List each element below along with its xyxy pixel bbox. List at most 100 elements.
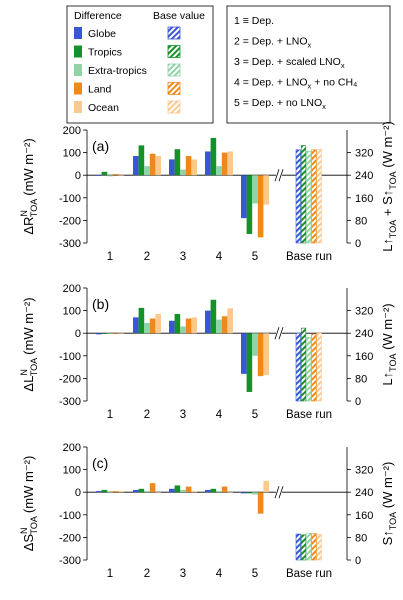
legend-series-frame — [66, 5, 214, 124]
x-tick-label: 2 — [144, 568, 150, 580]
x-tick-label: 1 — [107, 409, 113, 421]
y-label-sup: N — [19, 527, 29, 534]
bar-base-run-0 — [295, 533, 301, 561]
panel-label: (b) — [92, 296, 109, 312]
bar-extra-tropics-run-3 — [180, 169, 186, 176]
x-tick-label-base: Base run — [286, 568, 332, 580]
bar-tropics-run-3 — [174, 485, 181, 493]
bar-ocean-run-5 — [263, 480, 269, 493]
legend-run-text: 5 = Dep. + no LNO — [234, 97, 322, 109]
bar-ocean-run-1 — [118, 175, 124, 176]
bar-extra-tropics-run-2 — [144, 166, 150, 176]
y-axis-label-left: ΔSNTOA (mW m⁻²) — [19, 456, 39, 552]
bar-tropics-run-3 — [174, 149, 181, 176]
y-tick-label-right: 320 — [355, 306, 373, 318]
y-tick-label-left: 0 — [75, 328, 81, 340]
bar-land-run-2 — [149, 153, 156, 176]
bar-globe-run-5 — [241, 333, 247, 374]
legend-swatch-3 — [74, 82, 82, 95]
axis-break-mark — [274, 486, 280, 499]
y-label-right-sub: TOA — [388, 220, 398, 238]
bar-globe-run-5 — [241, 492, 247, 494]
y-tick-label-left: -100 — [59, 193, 81, 205]
y-tick-label-right: 80 — [355, 373, 367, 385]
y-tick-label-left: -200 — [59, 373, 81, 385]
y-label-sup: N — [19, 210, 29, 217]
y-label-right-sub2: TOA — [388, 171, 398, 189]
bar-globe-run-1 — [96, 333, 102, 335]
bar-extra-tropics-run-5 — [252, 175, 258, 204]
axis-break-mark — [274, 327, 280, 340]
bar-extra-tropics-run-1 — [107, 333, 113, 334]
bar-tropics-run-5 — [246, 175, 253, 234]
bar-globe-run-3 — [169, 320, 175, 334]
legend-label-3: Land — [88, 84, 112, 96]
bar-globe-run-4 — [205, 310, 211, 334]
legend-base-swatch-3 — [167, 82, 181, 95]
bar-base-run-2 — [306, 337, 312, 402]
bar-extra-tropics-run-4 — [216, 319, 222, 334]
y-label-unit: (mW m⁻²) — [21, 138, 36, 195]
bar-tropics-run-1 — [101, 489, 108, 493]
bar-ocean-run-5 — [263, 175, 269, 205]
y-label-main: ΔS — [21, 534, 36, 552]
bar-globe-run-3 — [169, 488, 175, 493]
legend-run-5: 5 = Dep. + no LNOx — [234, 97, 326, 111]
bar-globe-run-2 — [133, 489, 139, 493]
bar-tropics-run-4 — [210, 137, 217, 176]
y-axis-label-left: ΔLNTOA (mW m⁻²) — [19, 297, 39, 391]
bar-land-run-5 — [257, 333, 264, 377]
y-tick-label-left: -300 — [59, 396, 81, 408]
bar-tropics-run-4 — [210, 299, 217, 334]
legend-run-4: 4 = Dep. + LNOx + no CH₄ — [234, 77, 357, 91]
bar-ocean-run-2 — [155, 313, 161, 334]
x-tick-label: 5 — [252, 409, 258, 421]
bar-ocean-run-3 — [191, 491, 197, 493]
bar-ocean-run-3 — [191, 159, 197, 176]
legend-run-text: 3 = Dep. + scaled LNO — [234, 56, 341, 68]
axis-break-mark — [278, 486, 284, 499]
y-tick-label-right: 80 — [355, 532, 367, 544]
bar-land-run-1 — [112, 174, 119, 176]
bar-base-run-0 — [295, 332, 301, 402]
x-tick-label: 4 — [216, 251, 223, 263]
bar-land-run-1 — [112, 333, 119, 334]
bar-ocean-run-4 — [227, 492, 233, 493]
y-tick-label-right: 240 — [355, 328, 373, 340]
bar-extra-tropics-run-2 — [144, 323, 150, 334]
y-tick-label-right: 240 — [355, 170, 373, 182]
legend-base-swatch-4 — [167, 100, 181, 114]
bar-land-run-3 — [185, 486, 192, 493]
legend-swatch-4 — [74, 101, 82, 113]
y-tick-label-left: 200 — [63, 442, 81, 454]
legend-run-text: 2 = Dep. + LNO — [234, 36, 308, 48]
y-tick-label-left: -100 — [59, 510, 81, 522]
y-tick-label-left: 100 — [63, 306, 81, 318]
legend-run-sub: x — [341, 61, 345, 70]
bar-globe-run-5 — [241, 175, 247, 219]
y-tick-label-left: -300 — [59, 555, 81, 567]
y-label-right-sub: TOA — [388, 512, 398, 530]
bar-globe-run-1 — [96, 175, 102, 176]
y-label-right-main: L↑ — [380, 372, 395, 386]
bar-ocean-run-1 — [118, 491, 124, 493]
x-tick-label-base: Base run — [286, 409, 332, 421]
y-tick-label-left: 100 — [63, 148, 81, 160]
bar-extra-tropics-run-5 — [252, 492, 258, 495]
y-tick-label-right: 240 — [355, 487, 373, 499]
legend-label-4: Ocean — [88, 102, 119, 114]
bar-base-run-0 — [295, 149, 301, 244]
y-label-main: ΔR — [21, 217, 36, 235]
legend-runs: 1 ≡ Dep. 2 = Dep. + LNO x3 = Dep. + scaled… — [226, 5, 391, 124]
legend-base-swatch-2 — [167, 63, 181, 77]
x-tick-label: 5 — [252, 568, 258, 580]
bar-extra-tropics-run-1 — [107, 175, 113, 177]
legend-run-1: 1 ≡ Dep. — [234, 15, 274, 27]
y-label-sub: TOA — [29, 358, 39, 376]
bar-globe-run-2 — [133, 317, 139, 334]
bar-land-run-4 — [221, 486, 228, 493]
x-tick-label: 2 — [144, 251, 150, 263]
y-tick-label-left: 200 — [63, 283, 81, 295]
x-tick-label: 3 — [180, 409, 186, 421]
legend-header-difference: Difference — [74, 10, 122, 22]
